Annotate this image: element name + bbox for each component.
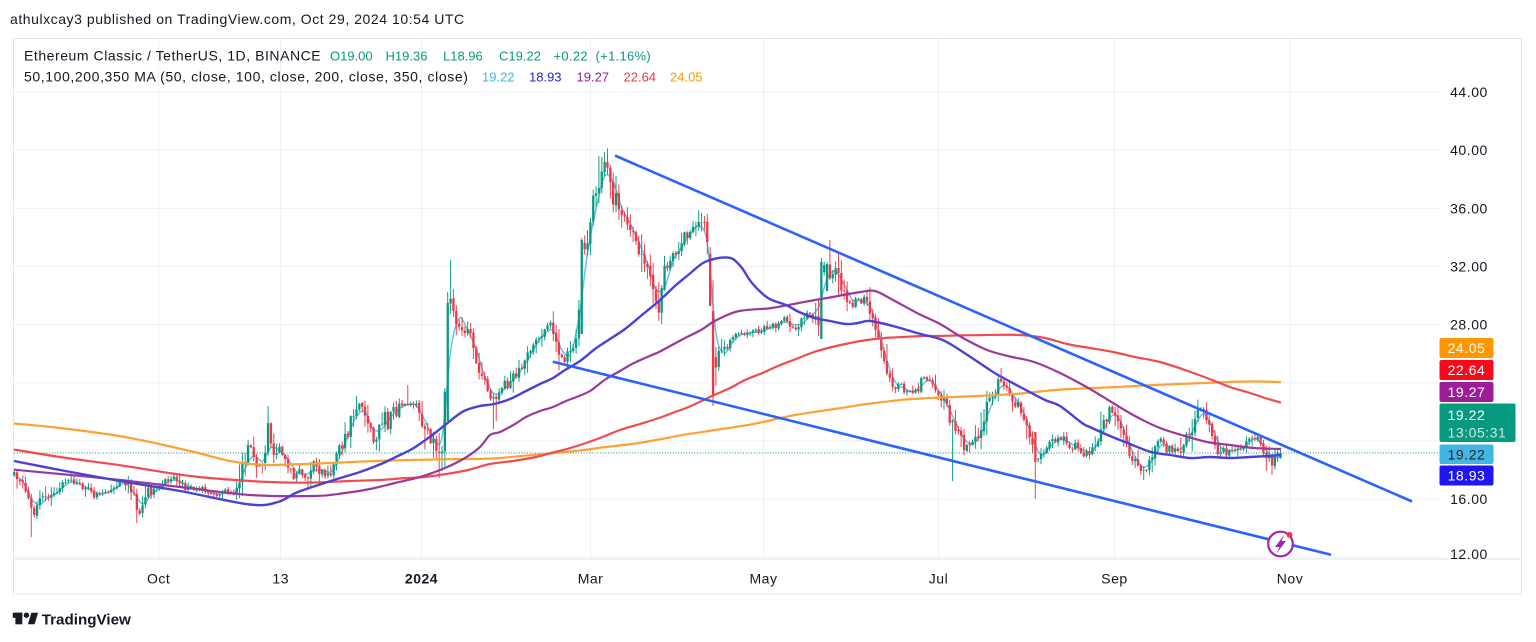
svg-text:44.00: 44.00 [1450,84,1488,100]
svg-text:40.00: 40.00 [1450,142,1488,158]
svg-text:2024: 2024 [405,571,438,587]
svg-text:36.00: 36.00 [1450,200,1488,216]
svg-text:Nov: Nov [1277,571,1303,587]
svg-text:(+1.16%): (+1.16%) [596,49,652,64]
svg-text:50,100,200,350 MA (50, close,: 50,100,200,350 MA (50, close, 100, close… [24,69,468,85]
svg-text:13:05:31: 13:05:31 [1448,425,1507,441]
svg-text:+0.22: +0.22 [554,49,588,64]
svg-text:19.27: 19.27 [1448,384,1486,400]
svg-text:16.00: 16.00 [1450,491,1488,507]
svg-text:Jul: Jul [929,571,948,587]
svg-text:18.93: 18.93 [529,70,562,85]
svg-text:TradingView: TradingView [42,611,131,628]
svg-text:19.22: 19.22 [1448,446,1486,462]
svg-text:19.22: 19.22 [1448,446,1486,462]
svg-text:Mar: Mar [578,571,604,587]
svg-text:32.00: 32.00 [1450,258,1488,274]
svg-text:C19.22: C19.22 [499,49,541,64]
svg-text:22.64: 22.64 [1448,362,1486,378]
svg-text:18.93: 18.93 [1448,468,1486,484]
svg-text:O19.00: O19.00 [330,49,373,64]
svg-text:19.27: 19.27 [577,70,610,85]
svg-text:22.64: 22.64 [624,70,657,85]
svg-text:28.00: 28.00 [1450,317,1488,333]
svg-text:13: 13 [272,571,289,587]
svg-text:24.05: 24.05 [670,70,703,85]
svg-text:12.00: 12.00 [1450,546,1488,562]
svg-text:19.22: 19.22 [1448,407,1486,423]
svg-text:athulxcay3 published on Tradin: athulxcay3 published on TradingView.com,… [10,11,465,27]
svg-text:Ethereum Classic / TetherUS, 1: Ethereum Classic / TetherUS, 1D, BINANCE [24,48,321,64]
svg-text:May: May [750,571,778,587]
svg-text:Oct: Oct [147,571,170,587]
svg-text:H19.36: H19.36 [386,49,428,64]
svg-text:L18.96: L18.96 [443,49,483,64]
svg-text:19.22: 19.22 [482,70,515,85]
svg-text:Sep: Sep [1101,571,1127,587]
svg-text:24.05: 24.05 [1448,340,1486,356]
